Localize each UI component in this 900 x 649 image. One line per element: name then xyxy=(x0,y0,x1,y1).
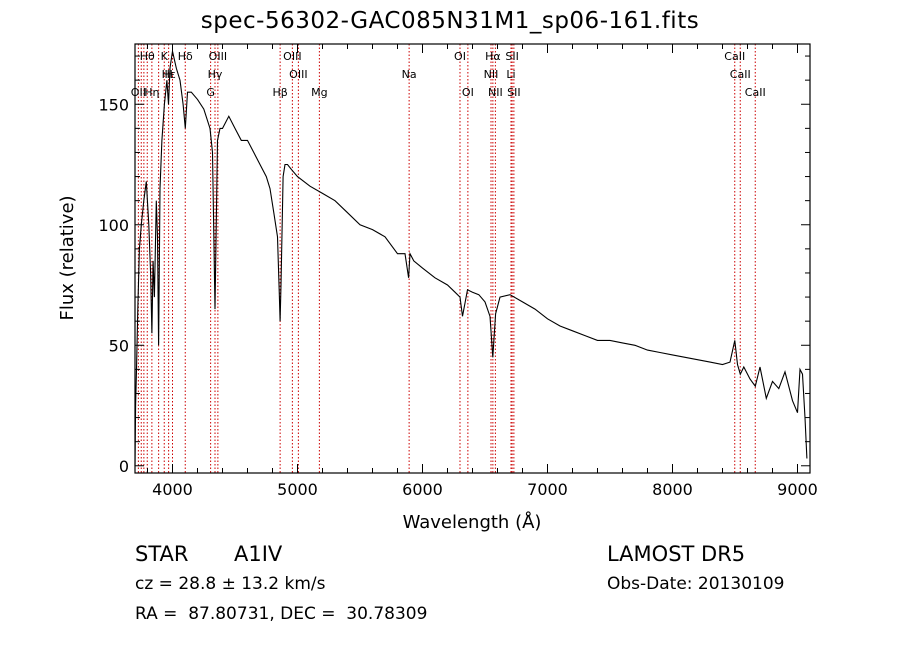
line-label: SII xyxy=(507,86,520,99)
y-axis-ticks: 0 50 100 150 xyxy=(98,55,810,476)
y-axis-label: Flux (relative) xyxy=(57,195,78,320)
obs-date-text: Obs-Date: 20130109 xyxy=(607,574,785,594)
survey-name: LAMOST DR5 xyxy=(607,542,746,566)
line-label: OI xyxy=(454,50,466,63)
line-label: Hα xyxy=(485,50,501,63)
y-tick-label: 0 xyxy=(119,457,129,476)
line-label: CaII xyxy=(745,86,766,99)
line-label: OI xyxy=(462,86,474,99)
coordinates-text: RA = 87.80731, DEC = 30.78309 xyxy=(135,604,428,624)
chart-title: spec-56302-GAC085N31M1_sp06-161.fits xyxy=(200,8,700,34)
redshift-text: cz = 28.8 ± 13.2 km/s xyxy=(135,574,326,594)
x-tick-label: 6000 xyxy=(402,480,443,499)
line-label: Mg xyxy=(311,86,327,99)
y-tick-label: 150 xyxy=(98,95,129,114)
x-axis-ticks: 4000 5000 6000 7000 8000 9000 xyxy=(147,44,818,499)
line-markers xyxy=(137,44,756,473)
line-label: H xyxy=(164,68,172,81)
line-label: NII xyxy=(484,68,499,81)
line-label: Li xyxy=(506,68,515,81)
object-class: STAR xyxy=(135,542,189,566)
line-label: SII xyxy=(505,50,518,63)
line-label: Hε xyxy=(162,68,176,81)
line-label: Hδ xyxy=(178,50,193,63)
x-tick-label: 5000 xyxy=(277,480,318,499)
line-label: NII xyxy=(488,86,503,99)
y-tick-label: 100 xyxy=(98,216,129,235)
line-label: OIII xyxy=(283,50,301,63)
line-label: CaII xyxy=(730,68,751,81)
line-label: Na xyxy=(402,68,417,81)
line-label: OIII xyxy=(209,50,227,63)
x-tick-label: 9000 xyxy=(777,480,818,499)
x-tick-label: 4000 xyxy=(152,480,193,499)
line-labels: Hβ MgOIIOIIIOIIIOIIIHγGHδKHHεHηHθNaOIOIHα… xyxy=(131,50,766,99)
x-axis-label: Wavelength (Å) xyxy=(403,511,542,533)
plot-frame xyxy=(134,43,811,474)
line-label: OIII xyxy=(289,68,307,81)
line-label: Hθ xyxy=(140,50,155,63)
x-tick-label: 8000 xyxy=(652,480,693,499)
line-label: K xyxy=(161,50,169,63)
line-label: Hγ xyxy=(208,68,223,81)
spectrum-series xyxy=(134,51,808,466)
y-tick-label: 50 xyxy=(109,336,129,355)
object-subclass: A1IV xyxy=(234,542,283,566)
line-label: CaII xyxy=(724,50,745,63)
x-tick-label: 7000 xyxy=(527,480,568,499)
line-label: G xyxy=(206,86,215,99)
line-label: Hβ xyxy=(272,86,287,99)
line-label: Hη xyxy=(144,86,159,99)
